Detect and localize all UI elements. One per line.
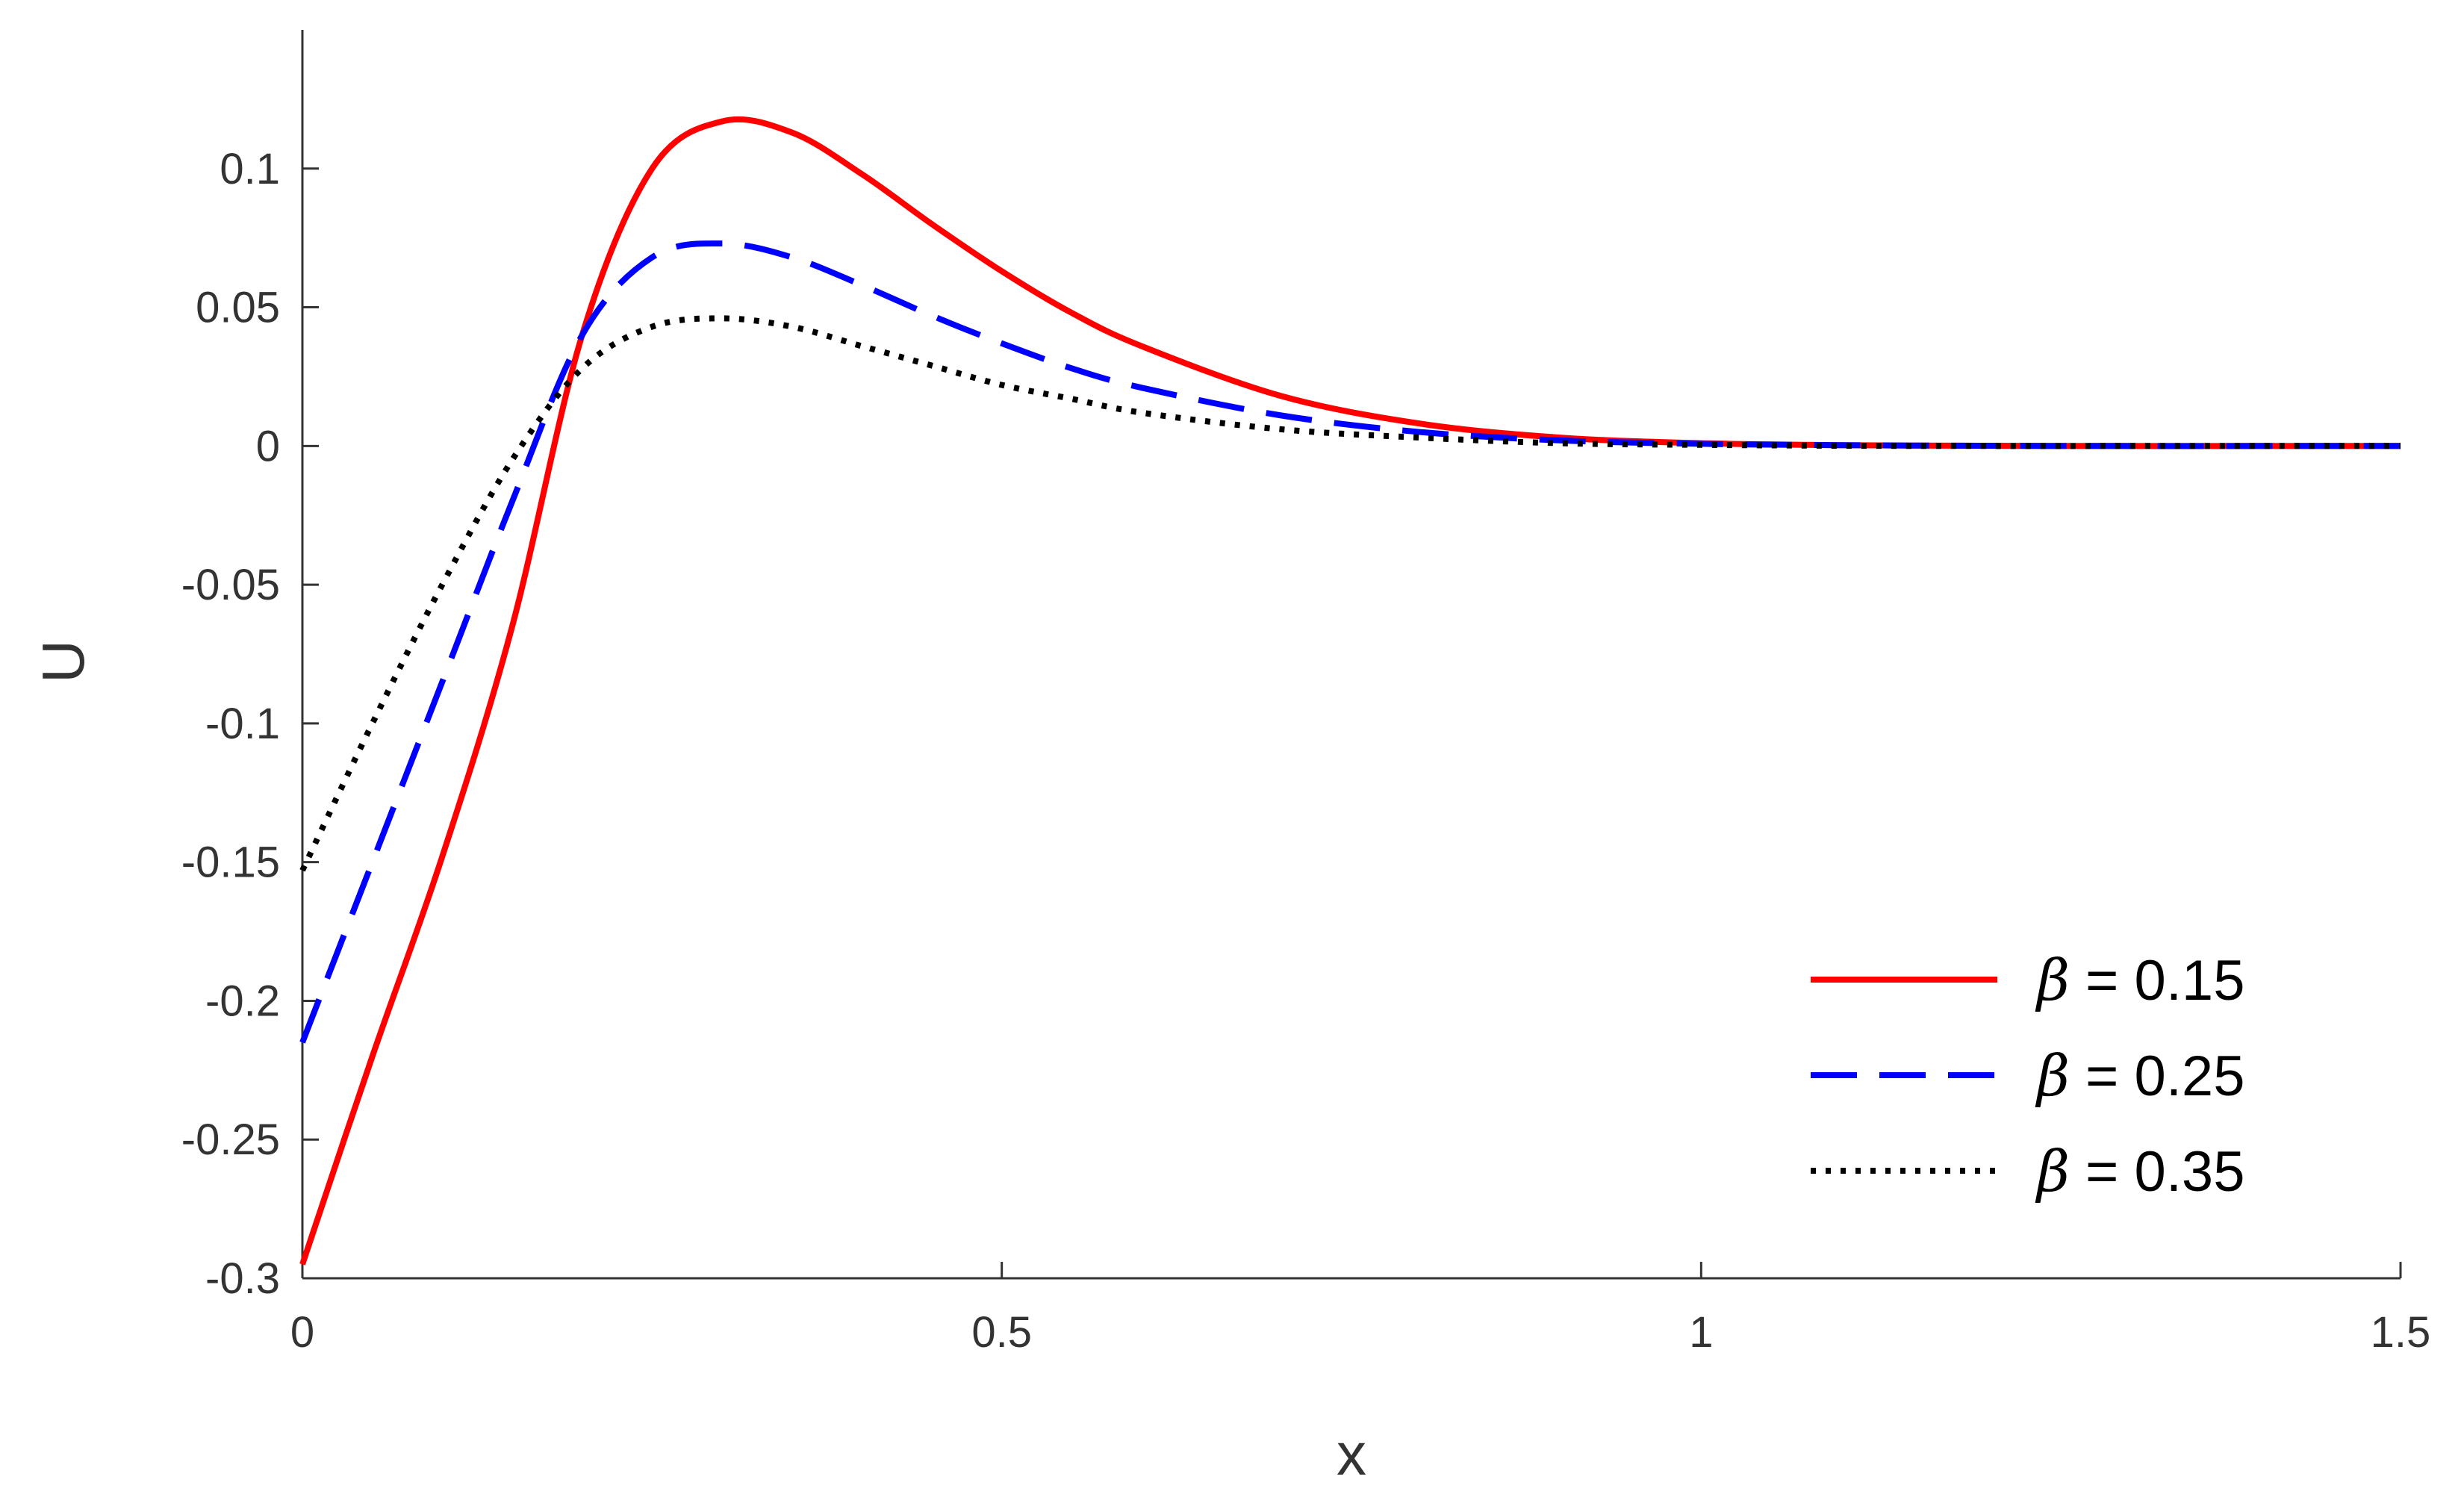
legend-value: = 0.25 xyxy=(2070,1045,2245,1108)
legend-label: β = 0.35 xyxy=(2035,1138,2244,1204)
x-tick-label: 1.5 xyxy=(2371,1308,2431,1357)
y-tick-label: 0 xyxy=(256,422,280,470)
x-axis-title: x xyxy=(1337,1421,1366,1487)
y-tick-label: -0.1 xyxy=(205,700,280,748)
series-layer xyxy=(299,116,2401,1266)
series-line xyxy=(299,240,2401,1044)
legend-value: = 0.15 xyxy=(2070,949,2245,1012)
x-tick-label: 0.5 xyxy=(971,1308,1032,1357)
axes xyxy=(301,30,2401,1280)
y-ticks: 0.1 0.05 0 -0.05 -0.1 -0.15 -0.2 -0.25 -0.3 xyxy=(181,145,319,1303)
y-tick-label: -0.25 xyxy=(181,1115,280,1164)
legend-label: β = 0.25 xyxy=(2035,1042,2244,1109)
x-tick-label: 0 xyxy=(290,1308,314,1357)
legend-symbol: β xyxy=(2035,1138,2070,1204)
x-tick-label: 1 xyxy=(1689,1308,1713,1357)
y-tick-label: -0.2 xyxy=(205,977,280,1025)
legend-label: β = 0.15 xyxy=(2035,947,2244,1013)
series-line xyxy=(299,315,2401,872)
x-ticks: 0 0.5 1 1.5 xyxy=(290,1262,2430,1357)
y-tick-label: -0.3 xyxy=(205,1254,280,1303)
y-axis-title: U xyxy=(30,640,96,683)
legend-value: = 0.35 xyxy=(2070,1140,2245,1204)
legend-symbol: β xyxy=(2035,947,2070,1013)
legend-symbol: β xyxy=(2035,1042,2070,1109)
y-tick-label: 0.05 xyxy=(196,284,280,332)
legend: β = 0.15β = 0.25β = 0.35 xyxy=(1811,947,2244,1204)
y-tick-label: -0.05 xyxy=(181,561,280,609)
y-tick-label: 0.1 xyxy=(220,145,280,193)
y-tick-label: -0.15 xyxy=(181,838,280,887)
